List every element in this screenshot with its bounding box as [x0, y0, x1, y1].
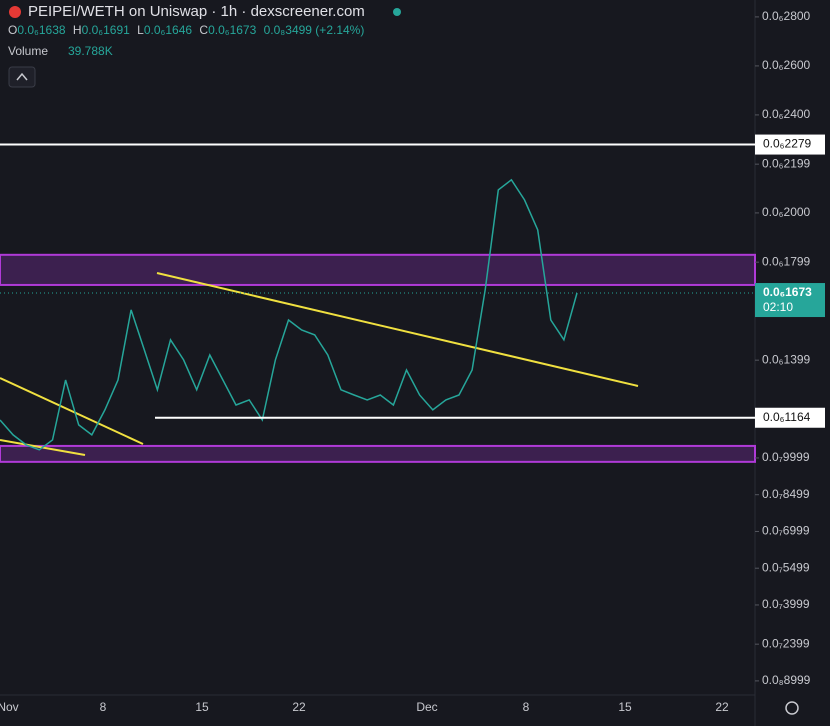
current-price-tag [755, 283, 825, 318]
zone [0, 444, 756, 463]
x-tick-label: 8 [100, 700, 107, 714]
y-tick-label: 0.0₆2800 [762, 9, 811, 23]
x-tick-label: 8 [523, 700, 530, 714]
y-tick-label: 0.0₆2199 [762, 156, 811, 170]
zones [0, 253, 756, 463]
price-line [0, 178, 578, 451]
y-tick-label: 0.0₆2000 [762, 205, 811, 219]
price-level-label: 0.0₆1164 [763, 410, 811, 424]
x-tick-label: Nov [0, 700, 19, 714]
volume-key: Volume [8, 44, 48, 58]
y-tick-label: 0.0₇9999 [762, 450, 810, 464]
ohlc-key: O [8, 23, 17, 37]
chart-title: PEIPEI/WETH on Uniswap · 1h · dexscreene… [28, 3, 365, 20]
ohlc-value: 0.0₆1691 [82, 23, 131, 37]
x-tick-label: Dec [416, 700, 437, 714]
price-level-tag [755, 134, 825, 155]
y-tick-label: 0.0₈8999 [762, 673, 811, 687]
volume-value: 39.788K [68, 44, 113, 58]
ohlc-change: 0.0₈3499 (+2.14%) [264, 23, 365, 37]
countdown: 02:10 [763, 300, 793, 314]
y-tick-label: 0.0₇2399 [762, 636, 810, 650]
x-tick-label: 15 [195, 700, 209, 714]
y-tick-label: 0.0₇8499 [762, 487, 810, 501]
y-tick-label: 0.0₇5499 [762, 560, 810, 574]
y-tick-label: 0.0₆1799 [762, 254, 811, 268]
x-tick-label: 22 [292, 700, 306, 714]
ohlc-key: C [199, 23, 208, 37]
trend-line [0, 377, 144, 445]
collapse-icon [16, 72, 28, 81]
trend-line [156, 272, 639, 387]
y-tick-label: 0.0₇3999 [762, 597, 810, 611]
ohlc-key: L [137, 23, 144, 37]
current-price-label: 0.0₆1673 [763, 285, 812, 299]
ohlc-value: 0.0₆1638 [17, 23, 66, 37]
price-level-label: 0.0₆2279 [763, 137, 812, 151]
x-tick-label: 15 [618, 700, 632, 714]
ohlc: O0.0₆1638 H0.0₆1691 L0.0₆1646 C0.0₆1673 … [8, 23, 364, 37]
x-tick-label: 22 [715, 700, 729, 714]
collapse-button[interactable] [8, 66, 36, 88]
y-tick-label: 0.0₇6999 [762, 524, 810, 538]
plot [0, 178, 578, 451]
ohlc-value: 0.0₆1673 [208, 23, 257, 37]
zone [0, 253, 756, 286]
price-level-tag [755, 407, 825, 428]
status-dot [393, 8, 401, 16]
y-tick-label: 0.0₆2600 [762, 58, 811, 72]
y-tick-label: 0.0₆1399 [762, 352, 811, 366]
y-tick-label: 0.0₆2400 [762, 107, 811, 121]
ohlc-value: 0.0₆1646 [144, 23, 193, 37]
token-icon [9, 6, 21, 18]
ohlc-key: H [73, 23, 82, 37]
settings-icon[interactable] [785, 701, 799, 715]
